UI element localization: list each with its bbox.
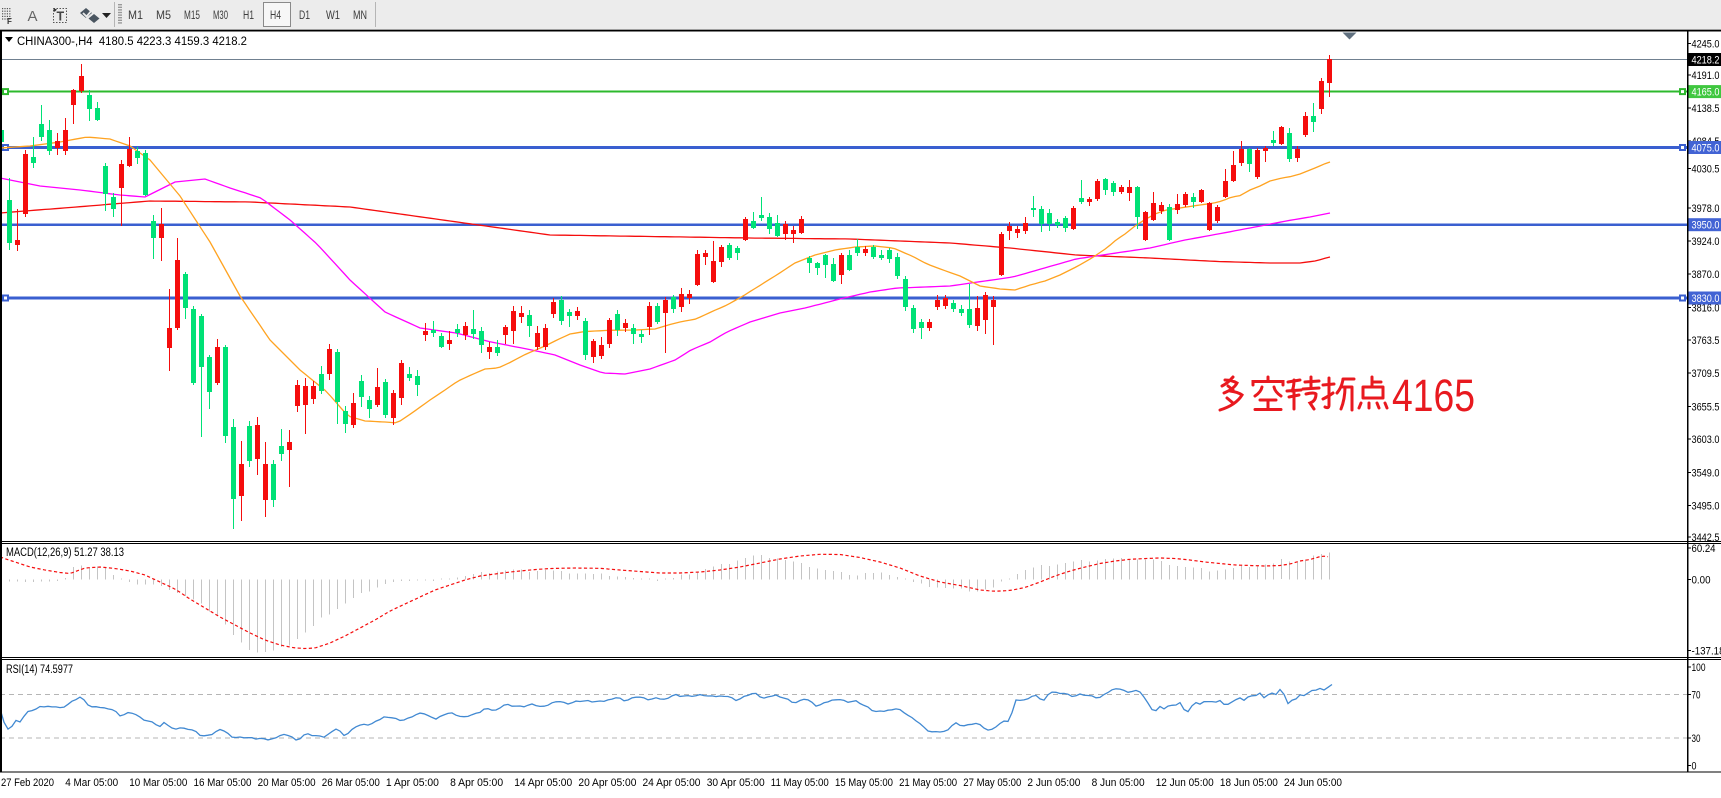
svg-text:60.24: 60.24 xyxy=(1692,543,1716,555)
svg-text:F: F xyxy=(7,17,12,26)
svg-text:20 Mar 05:00: 20 Mar 05:00 xyxy=(258,777,316,789)
svg-text:3655.5: 3655.5 xyxy=(1692,402,1720,414)
svg-text:RSI(14) 74.5977: RSI(14) 74.5977 xyxy=(6,664,73,676)
svg-text:21 May 05:00: 21 May 05:00 xyxy=(899,777,957,789)
svg-text:0.00: 0.00 xyxy=(1692,574,1711,586)
svg-text:15 May 05:00: 15 May 05:00 xyxy=(835,777,893,789)
svg-text:3549.0: 3549.0 xyxy=(1692,467,1720,479)
svg-text:D1: D1 xyxy=(299,10,310,22)
svg-text:3870.0: 3870.0 xyxy=(1692,269,1720,281)
svg-text:W1: W1 xyxy=(326,10,340,22)
svg-text:H1: H1 xyxy=(243,10,254,22)
svg-text:3709.5: 3709.5 xyxy=(1692,368,1720,380)
svg-text:4075.0: 4075.0 xyxy=(1692,143,1720,155)
svg-text:4165.0: 4165.0 xyxy=(1692,87,1720,99)
svg-text:4218.2: 4218.2 xyxy=(1692,55,1720,67)
svg-text:30: 30 xyxy=(1692,733,1701,745)
svg-text:4245.0: 4245.0 xyxy=(1692,39,1720,51)
svg-text:4 Mar 05:00: 4 Mar 05:00 xyxy=(65,777,118,789)
svg-text:4138.5: 4138.5 xyxy=(1692,103,1720,115)
svg-text:4191.0: 4191.0 xyxy=(1692,70,1720,82)
svg-text:0: 0 xyxy=(1692,761,1697,773)
svg-text:30 Apr 05:00: 30 Apr 05:00 xyxy=(707,777,765,789)
svg-text:4030.5: 4030.5 xyxy=(1692,163,1720,175)
svg-text:14 Apr 05:00: 14 Apr 05:00 xyxy=(514,777,572,789)
svg-text:2 Jun 05:00: 2 Jun 05:00 xyxy=(1027,777,1080,789)
svg-text:12 Jun 05:00: 12 Jun 05:00 xyxy=(1156,777,1214,789)
svg-text:1 Apr 05:00: 1 Apr 05:00 xyxy=(386,777,439,789)
svg-text:27 Feb 2020: 27 Feb 2020 xyxy=(1,777,54,789)
svg-text:3950.0: 3950.0 xyxy=(1692,220,1720,232)
svg-text:4165: 4165 xyxy=(1392,370,1475,421)
svg-text:3830.0: 3830.0 xyxy=(1692,293,1720,305)
svg-text:3924.0: 3924.0 xyxy=(1692,236,1720,248)
svg-text:70: 70 xyxy=(1692,690,1701,702)
svg-text:MN: MN xyxy=(353,10,367,22)
svg-text:M1: M1 xyxy=(128,10,143,22)
svg-text:3495.0: 3495.0 xyxy=(1692,501,1720,513)
svg-text:M30: M30 xyxy=(213,10,228,22)
svg-text:M15: M15 xyxy=(184,10,200,22)
svg-text:8 Apr 05:00: 8 Apr 05:00 xyxy=(450,777,503,789)
svg-text:11 May 05:00: 11 May 05:00 xyxy=(771,777,829,789)
svg-text:10 Mar 05:00: 10 Mar 05:00 xyxy=(129,777,187,789)
svg-text:M5: M5 xyxy=(156,10,171,22)
svg-text:100: 100 xyxy=(1692,662,1706,674)
svg-text:8 Jun 05:00: 8 Jun 05:00 xyxy=(1092,777,1145,789)
svg-text:A: A xyxy=(28,8,38,25)
svg-text:24 Apr 05:00: 24 Apr 05:00 xyxy=(643,777,701,789)
svg-text:T: T xyxy=(57,10,65,24)
svg-text:18 Jun 05:00: 18 Jun 05:00 xyxy=(1220,777,1278,789)
svg-text:MACD(12,26,9) 51.27 38.13: MACD(12,26,9) 51.27 38.13 xyxy=(6,547,124,559)
svg-text:3978.0: 3978.0 xyxy=(1692,203,1720,215)
svg-text:26 Mar 05:00: 26 Mar 05:00 xyxy=(322,777,380,789)
svg-text:-137.18: -137.18 xyxy=(1692,646,1721,658)
svg-text:3603.0: 3603.0 xyxy=(1692,434,1720,446)
svg-text:24 Jun 05:00: 24 Jun 05:00 xyxy=(1284,777,1342,789)
svg-text:H4: H4 xyxy=(270,10,281,22)
svg-text:27 May 05:00: 27 May 05:00 xyxy=(963,777,1021,789)
svg-text:20 Apr 05:00: 20 Apr 05:00 xyxy=(578,777,636,789)
svg-text:16 Mar 05:00: 16 Mar 05:00 xyxy=(194,777,252,789)
svg-text:3763.5: 3763.5 xyxy=(1692,335,1720,347)
svg-text:CHINA300-,H4 4180.5 4223.3 41: CHINA300-,H4 4180.5 4223.3 4159.3 4218.2 xyxy=(17,36,247,48)
